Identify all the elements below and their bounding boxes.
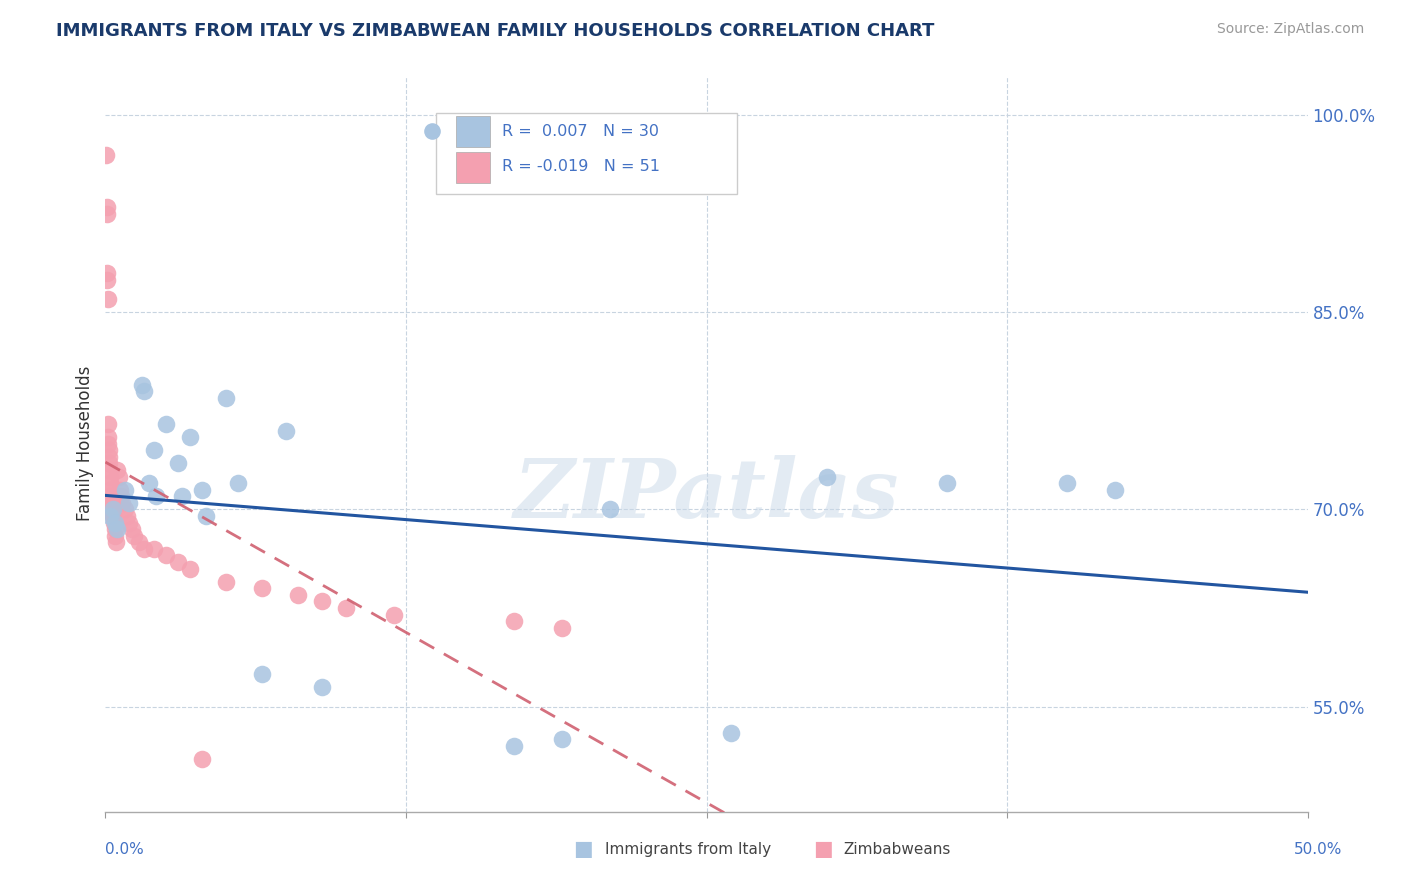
Point	[96, 200, 118, 214]
Point	[214, 391, 236, 405]
Point	[110, 489, 132, 503]
Point	[551, 732, 574, 747]
Point	[250, 666, 273, 681]
Point	[103, 516, 125, 530]
Point	[142, 443, 165, 458]
Text: ■: ■	[574, 839, 593, 859]
Text: R =  0.007   N = 30: R = 0.007 N = 30	[502, 123, 659, 138]
Point	[100, 496, 122, 510]
Point	[155, 549, 177, 563]
Point	[503, 739, 526, 753]
Point	[96, 207, 118, 221]
Point	[104, 516, 127, 530]
Text: Zimbabweans: Zimbabweans	[844, 842, 950, 856]
Point	[166, 457, 188, 471]
Point	[98, 489, 121, 503]
Point	[103, 509, 125, 524]
Point	[335, 601, 357, 615]
FancyBboxPatch shape	[436, 112, 737, 194]
Point	[1056, 476, 1078, 491]
Point	[145, 489, 167, 503]
Text: R = -0.019   N = 51: R = -0.019 N = 51	[502, 159, 661, 174]
Text: IMMIGRANTS FROM ITALY VS ZIMBABWEAN FAMILY HOUSEHOLDS CORRELATION CHART: IMMIGRANTS FROM ITALY VS ZIMBABWEAN FAMI…	[56, 22, 935, 40]
Point	[97, 450, 120, 464]
Point	[96, 266, 118, 280]
Point	[98, 457, 121, 471]
Point	[96, 147, 118, 161]
Text: Source: ZipAtlas.com: Source: ZipAtlas.com	[1216, 22, 1364, 37]
Text: ■: ■	[813, 839, 832, 859]
Point	[100, 496, 122, 510]
Point	[250, 582, 273, 596]
Point	[311, 680, 333, 694]
Point	[104, 529, 127, 543]
Point	[101, 502, 124, 516]
Point	[121, 522, 143, 536]
Point	[101, 502, 124, 516]
Point	[105, 535, 128, 549]
Point	[131, 377, 153, 392]
Y-axis label: Family Households: Family Households	[76, 366, 94, 522]
Point	[98, 509, 121, 524]
Point	[155, 417, 177, 431]
Text: Immigrants from Italy: Immigrants from Italy	[605, 842, 770, 856]
Point	[101, 509, 124, 524]
Point	[287, 588, 309, 602]
Point	[599, 502, 621, 516]
Point	[97, 436, 120, 450]
Point	[190, 483, 212, 497]
Point	[118, 496, 141, 510]
Point	[382, 607, 405, 622]
Point	[107, 522, 129, 536]
Point	[111, 496, 134, 510]
Text: 0.0%: 0.0%	[105, 842, 145, 856]
Point	[124, 529, 146, 543]
Point	[195, 509, 218, 524]
Point	[98, 476, 121, 491]
Point	[108, 483, 131, 497]
Point	[142, 541, 165, 556]
Point	[114, 483, 136, 497]
Point	[128, 535, 150, 549]
Point	[107, 463, 129, 477]
Point	[132, 541, 155, 556]
Point	[551, 621, 574, 635]
FancyBboxPatch shape	[457, 152, 491, 183]
Point	[815, 469, 838, 483]
Point	[166, 555, 188, 569]
Point	[179, 561, 201, 575]
Point	[97, 292, 120, 306]
Point	[422, 124, 444, 138]
Point	[97, 417, 120, 431]
Point	[214, 574, 236, 589]
Point	[114, 502, 136, 516]
Point	[936, 476, 959, 491]
Point	[103, 522, 125, 536]
Point	[96, 272, 118, 286]
Point	[98, 463, 121, 477]
Text: 50.0%: 50.0%	[1295, 842, 1343, 856]
Point	[1104, 483, 1126, 497]
Point	[115, 509, 138, 524]
Text: ZIPatlas: ZIPatlas	[513, 455, 900, 535]
Point	[190, 752, 212, 766]
Point	[118, 516, 141, 530]
Point	[97, 430, 120, 444]
Point	[138, 476, 160, 491]
FancyBboxPatch shape	[457, 116, 491, 147]
Point	[720, 726, 742, 740]
Point	[503, 614, 526, 628]
Point	[107, 469, 129, 483]
Point	[98, 483, 121, 497]
Point	[274, 424, 297, 438]
Point	[311, 594, 333, 608]
Point	[98, 469, 121, 483]
Point	[172, 489, 194, 503]
Point	[97, 443, 120, 458]
Point	[179, 430, 201, 444]
Point	[132, 384, 155, 399]
Point	[226, 476, 249, 491]
